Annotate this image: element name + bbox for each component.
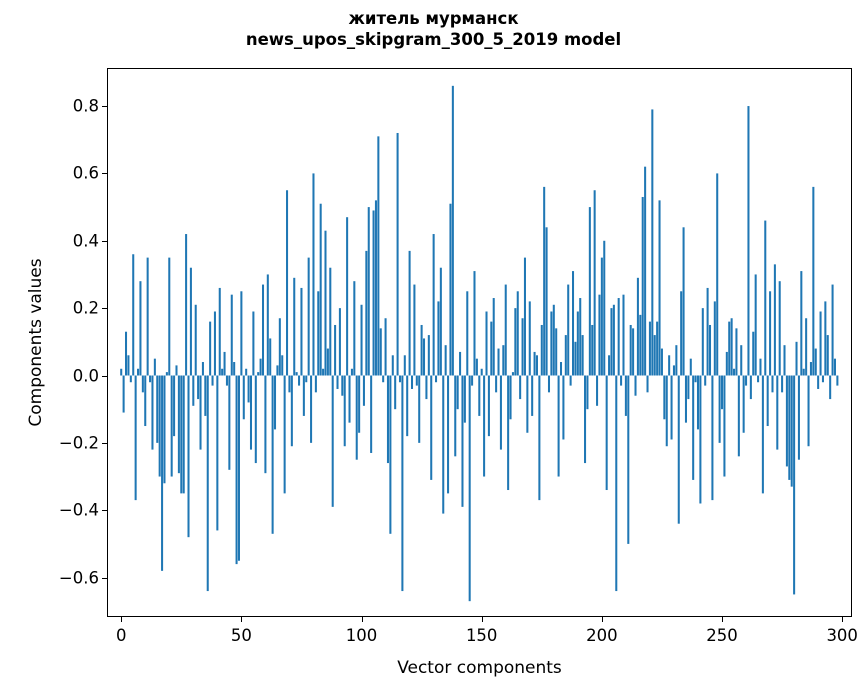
x-axis-tick-label: 100 bbox=[345, 626, 378, 645]
x-axis-tick bbox=[361, 616, 363, 622]
x-axis-tick-label: 300 bbox=[826, 626, 858, 645]
x-axis-tick-label: 150 bbox=[465, 626, 498, 645]
y-axis-tick-label: 0.0 bbox=[72, 366, 99, 385]
chart-title-line-1: житель мурманск bbox=[348, 9, 519, 28]
y-axis-tick bbox=[102, 442, 108, 444]
x-axis-tick-label: 50 bbox=[230, 626, 252, 645]
x-axis-tick bbox=[601, 616, 603, 622]
y-axis-tick-label: −0.2 bbox=[58, 433, 99, 453]
x-axis-label: Vector components bbox=[397, 658, 562, 678]
bar-series-canvas bbox=[120, 85, 839, 602]
y-axis-label: Components values bbox=[26, 258, 46, 427]
y-axis-tick bbox=[102, 308, 108, 310]
x-axis-tick bbox=[842, 616, 844, 622]
y-axis-tick-label: 0.8 bbox=[72, 96, 99, 116]
y-axis-tick bbox=[102, 106, 108, 108]
chart-title: житель мурманск news_upos_skipgram_300_5… bbox=[0, 8, 867, 50]
x-axis-tick bbox=[241, 616, 243, 622]
x-axis-tick bbox=[481, 616, 483, 622]
chart-title-line-2: news_upos_skipgram_300_5_2019 model bbox=[245, 30, 622, 49]
x-axis-tick bbox=[121, 616, 123, 622]
y-axis-tick bbox=[102, 240, 108, 242]
x-axis-tick-label: 200 bbox=[586, 626, 618, 645]
x-axis-tick-label: 250 bbox=[706, 626, 738, 645]
plot-axes: −0.6 −0.4 −0.2 0.0 0.2 0.4 0.6 0.8 0 50 100 150 200… bbox=[59, 68, 858, 645]
y-axis-tick-label: 0.2 bbox=[72, 298, 99, 318]
y-axis-tick-label: −0.6 bbox=[58, 568, 99, 588]
y-axis-tick bbox=[102, 375, 108, 377]
y-axis-tick bbox=[102, 577, 108, 579]
x-axis-tick bbox=[722, 616, 724, 622]
y-axis-tick-label: 0.6 bbox=[72, 163, 99, 183]
y-axis-tick-label: 0.4 bbox=[72, 231, 99, 251]
x-axis-tick-label: 0 bbox=[115, 626, 127, 645]
y-axis-tick bbox=[102, 510, 108, 512]
y-axis-tick bbox=[102, 173, 108, 175]
y-axis-tick-label: −0.4 bbox=[58, 500, 99, 520]
